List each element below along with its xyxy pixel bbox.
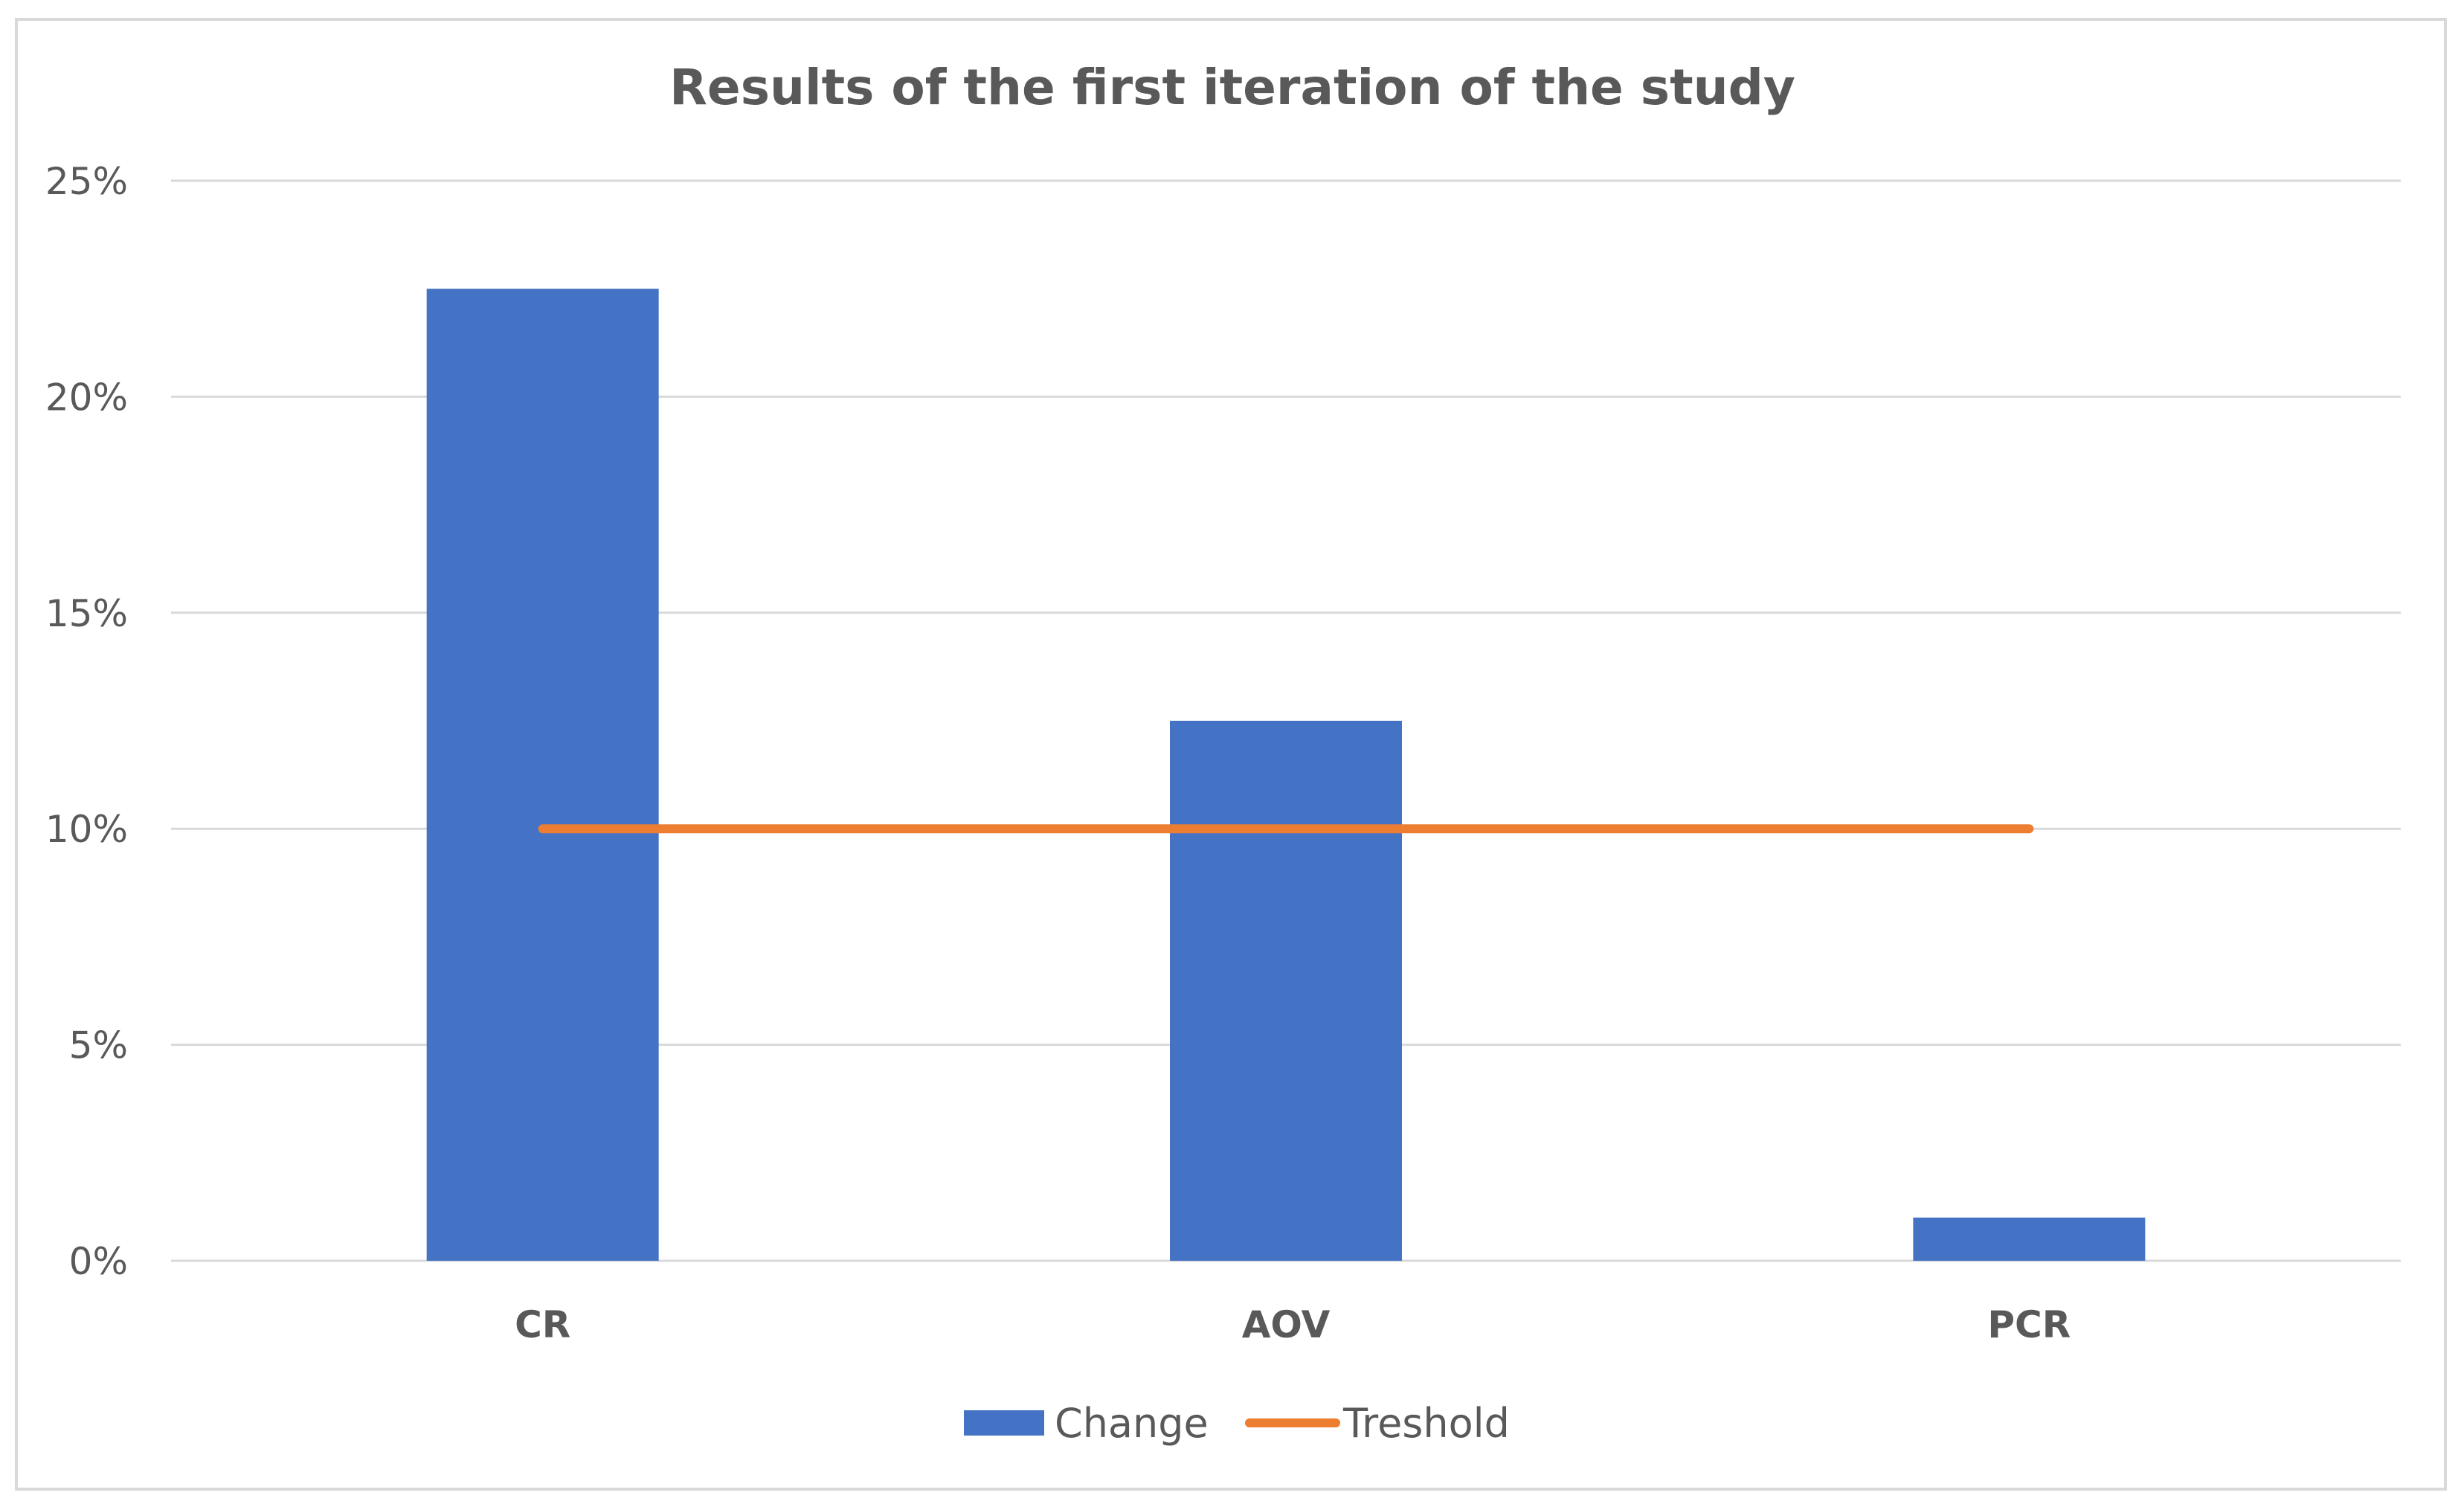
legend-swatch-change xyxy=(964,1410,1044,1436)
bars xyxy=(426,289,2146,1262)
y-tick-label-5%: 5% xyxy=(69,1024,128,1067)
bar-AOV xyxy=(1170,721,1402,1261)
y-axis-tick-labels: 0% 5% 10% 15% 20% 25% xyxy=(45,160,128,1283)
y-tick-label-0%: 0% xyxy=(69,1240,128,1283)
y-tick-label-15%: 15% xyxy=(45,592,128,635)
x-axis-category-labels: CR AOV PCR xyxy=(515,1303,2071,1346)
x-tick-label-AOV: AOV xyxy=(1242,1303,1331,1346)
x-tick-label-PCR: PCR xyxy=(1987,1303,2071,1346)
legend-label-treshold: Treshold xyxy=(1342,1400,1510,1447)
bar-PCR xyxy=(1913,1217,2146,1261)
x-tick-label-CR: CR xyxy=(515,1303,570,1346)
legend: Change Treshold xyxy=(964,1400,1510,1447)
y-tick-label-20%: 20% xyxy=(45,376,128,419)
legend-label-change: Change xyxy=(1055,1400,1209,1447)
chart-title: Results of the first iteration of the st… xyxy=(669,59,1795,116)
bar-CR xyxy=(426,289,659,1262)
y-tick-label-25%: 25% xyxy=(45,160,128,203)
y-tick-label-10%: 10% xyxy=(45,808,128,851)
